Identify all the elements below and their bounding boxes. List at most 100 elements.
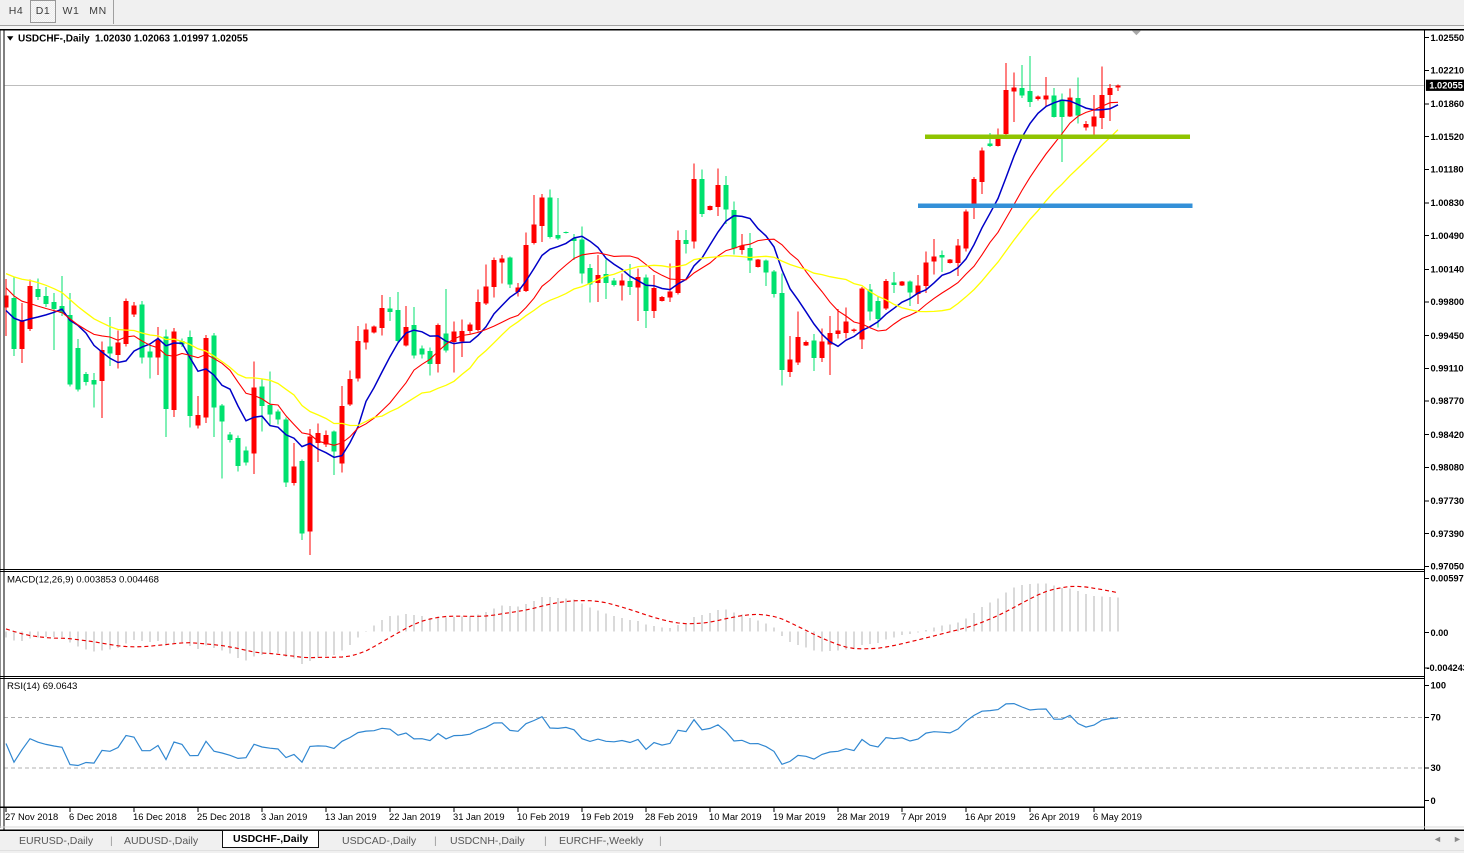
candle-body: [579, 239, 585, 274]
candle-body: [1043, 95, 1049, 100]
chart-tab-usdcnh-daily[interactable]: USDCNH-,Daily: [450, 835, 525, 847]
candle-body: [763, 260, 769, 273]
candle-body: [947, 259, 953, 263]
candle-body: [123, 300, 129, 344]
candle-body: [899, 281, 905, 286]
time-label: 25 Dec 2018: [197, 811, 250, 822]
candle-body: [555, 234, 561, 239]
rsi-scale-label: 0: [1431, 796, 1436, 806]
macd-scale-label: 0.00: [1431, 628, 1449, 638]
candle-body: [523, 245, 529, 291]
macd-panel[interactable]: [5, 583, 1119, 665]
chart-tab-eurusd-daily[interactable]: EURUSD-,Daily: [19, 835, 94, 847]
candle-body: [707, 206, 713, 211]
divider-rsi-timeaxis[interactable]: [0, 806, 1425, 808]
candle-body: [235, 438, 241, 467]
timeframe-button-mn[interactable]: MN: [89, 5, 107, 17]
resistance-trendline[interactable]: [925, 134, 1190, 140]
candle-body: [491, 260, 497, 288]
candle-body: [1011, 87, 1017, 92]
candle-body: [731, 210, 737, 249]
ma-fast-line: [5, 99, 1119, 459]
candle-body: [363, 329, 369, 343]
rsi-panel[interactable]: [4, 702, 1425, 769]
candle-body: [19, 319, 25, 350]
candle-body: [683, 239, 689, 245]
chart-area[interactable]: 1.02550 1.02210 1.01860 1.01520 1.01180 1.008…: [0, 26, 1464, 853]
macd-scale-label: -0.004243: [1427, 663, 1464, 673]
frame-gap: [0, 26, 1464, 29]
timeframe-button-h4[interactable]: H4: [8, 5, 24, 17]
candle-body: [195, 415, 201, 426]
time-label: 28 Feb 2019: [645, 811, 698, 822]
candle-body: [835, 330, 841, 335]
timeframe-button-d1[interactable]: D1: [30, 0, 56, 23]
price-label: 1.01520: [1431, 132, 1464, 142]
candle-body: [283, 419, 289, 483]
candle-body: [963, 211, 969, 249]
candle-body: [371, 326, 377, 333]
divider-main-macd[interactable]: [0, 569, 1425, 570]
candle-body: [755, 259, 761, 267]
tabs-scroll-right-icon[interactable]: ►: [1453, 834, 1462, 844]
support-trendline[interactable]: [918, 203, 1193, 209]
candle-body: [843, 321, 849, 333]
candle-body: [299, 460, 305, 534]
time-label: 16 Apr 2019: [965, 811, 1016, 822]
tabbar-top-border: [0, 829, 1464, 831]
current-price-badge: [1425, 79, 1464, 91]
frame-left-border: [3, 29, 5, 830]
candle-body: [331, 431, 337, 452]
chart-tab-usdcad-daily[interactable]: USDCAD-,Daily: [342, 835, 417, 847]
timeframe-toolbar: H4 D1 W1 MN: [0, 0, 1464, 26]
price-label: 1.00140: [1431, 265, 1464, 275]
candle-body: [467, 324, 473, 331]
candle-body: [771, 271, 777, 294]
divider-main-macd[interactable]: [0, 571, 1425, 572]
time-label: 19 Feb 2019: [581, 811, 634, 822]
candle-body: [603, 273, 609, 283]
candle-body: [563, 231, 569, 234]
divider-macd-rsi[interactable]: [0, 676, 1425, 677]
candle-body: [915, 285, 921, 294]
candle-body: [155, 339, 161, 358]
rsi-line: [5, 702, 1119, 767]
candle-body: [611, 280, 617, 285]
candle-body: [907, 281, 913, 293]
candle-body: [1019, 88, 1025, 96]
candle-body: [395, 309, 401, 341]
chart-tab-audusd-daily[interactable]: AUDUSD-,Daily: [124, 835, 199, 847]
rsi-scale-label: 30: [1431, 763, 1441, 773]
rsi-scale-label: 100: [1431, 681, 1447, 691]
symbol-dropdown-icon[interactable]: [7, 36, 14, 41]
candle-body: [83, 374, 89, 382]
candle-body: [571, 238, 577, 241]
candle-body: [99, 349, 105, 381]
candle-body: [739, 245, 745, 251]
main-panel[interactable]: [3, 55, 1424, 555]
candle-body: [787, 359, 793, 373]
candle-body: [387, 308, 393, 313]
chart-tab-usdchf-daily[interactable]: USDCHF-,Daily: [222, 829, 320, 848]
chart-tab-eurchf-weekly[interactable]: EURCHF-,Weekly: [559, 835, 644, 847]
price-axis-line[interactable]: [1423, 29, 1426, 830]
time-label: 31 Jan 2019: [453, 811, 505, 822]
price-label: 1.00490: [1431, 231, 1464, 241]
candle-body: [723, 184, 729, 210]
tabs-scroll-left-icon[interactable]: ◄: [1433, 834, 1442, 844]
divider-macd-rsi[interactable]: [0, 678, 1425, 679]
candle-body: [43, 295, 49, 305]
toolbar-shadow: [0, 25, 1464, 26]
price-label: 0.98080: [1431, 463, 1464, 473]
timeframe-button-w1[interactable]: W1: [62, 5, 80, 17]
candle-body: [91, 379, 97, 385]
ma-mid-line: [5, 101, 1119, 446]
candle-body: [203, 337, 209, 418]
candle-body: [187, 337, 193, 417]
chart-shift-marker[interactable]: [1131, 30, 1142, 36]
candle-body: [515, 287, 521, 293]
candle-body: [691, 178, 697, 242]
price-label: 0.99450: [1431, 331, 1464, 341]
candle-body: [67, 314, 73, 385]
